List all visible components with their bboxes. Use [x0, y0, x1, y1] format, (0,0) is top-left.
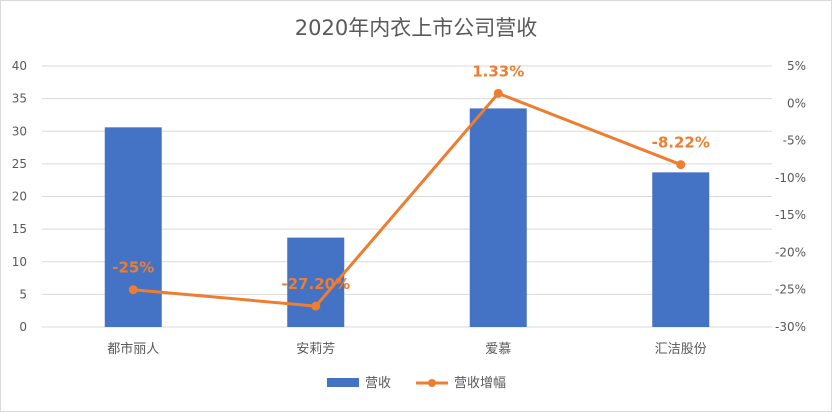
right-tick-label: 5%: [787, 59, 806, 73]
left-tick-label: 20: [12, 190, 27, 204]
right-tick-label: -10%: [775, 171, 806, 185]
line-point: [311, 301, 321, 311]
x-axis: 都市丽人 安莉芳 爱慕 汇洁股份: [107, 341, 707, 357]
legend-label: 营收增幅: [454, 376, 506, 391]
line-series: [128, 88, 686, 311]
legend-label: 营收: [365, 376, 391, 391]
data-label: 1.33%: [472, 62, 524, 80]
bar: [104, 127, 162, 328]
legend-swatch-marker: [428, 379, 436, 387]
data-label: -8.22%: [652, 134, 710, 152]
growth-line: [133, 91, 682, 308]
bar: [652, 172, 710, 327]
right-tick-label: -30%: [775, 320, 806, 334]
right-tick-label: -15%: [775, 208, 806, 222]
legend: 营收 营收增幅: [327, 376, 506, 391]
category-label: 安莉芳: [296, 342, 335, 357]
category-label: 都市丽人: [107, 341, 159, 357]
gridlines: [42, 65, 772, 328]
left-tick-label: 25: [12, 157, 27, 171]
category-label: 汇洁股份: [655, 342, 707, 357]
right-tick-label: -5%: [783, 134, 806, 148]
bar: [469, 108, 527, 327]
chart-title: 2020年内衣上市公司营收: [294, 16, 538, 40]
data-label: -25%: [112, 259, 154, 277]
left-tick-label: 30: [12, 124, 27, 138]
legend-swatch-bar: [327, 378, 359, 387]
left-tick-label: 15: [12, 222, 27, 236]
right-tick-label: -20%: [775, 245, 806, 259]
left-tick-label: 10: [12, 255, 27, 269]
left-axis: 0 5 10 15 20 25 30 35 40: [12, 59, 27, 334]
left-tick-label: 40: [12, 59, 27, 73]
line-point: [493, 88, 503, 98]
line-point: [128, 285, 138, 295]
data-label: -27.20%: [281, 275, 350, 293]
right-tick-label: -25%: [775, 283, 806, 297]
right-tick-label: 0%: [787, 96, 806, 110]
left-tick-label: 35: [12, 92, 27, 106]
left-tick-label: 5: [19, 287, 27, 301]
category-label: 爱慕: [485, 342, 511, 357]
left-tick-label: 0: [19, 320, 27, 334]
right-axis: -30% -25% -20% -15% -10% -5% 0% 5%: [775, 59, 806, 334]
line-point: [676, 160, 686, 170]
data-labels: -25% -27.20% 1.33% -8.22%: [112, 62, 710, 293]
